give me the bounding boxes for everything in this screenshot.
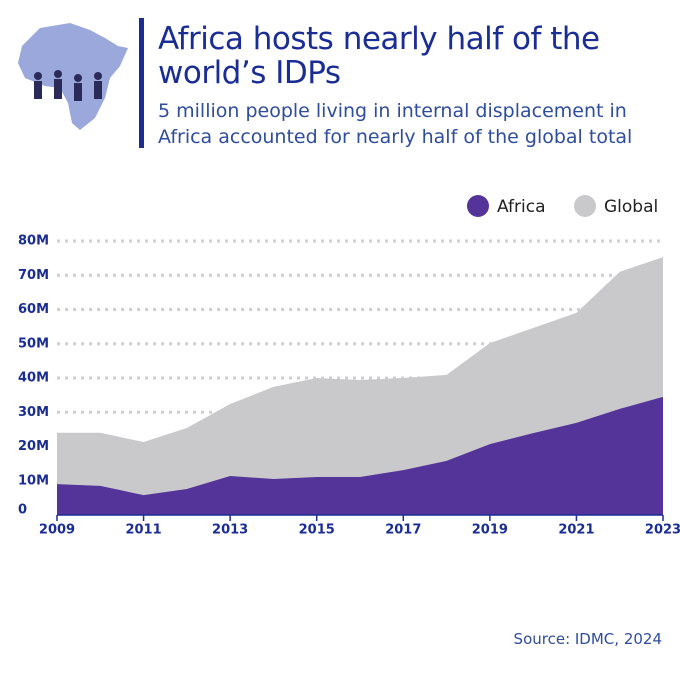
legend-label: Global — [604, 197, 658, 217]
source: Source: IDMC, 2024 — [513, 630, 662, 648]
y-tick-label: 60M — [18, 302, 49, 317]
y-tick-label: 10M — [18, 473, 49, 488]
africa-icon — [18, 23, 128, 130]
chart-title: Africa hosts nearly half of the world’s … — [158, 21, 600, 91]
y-tick-label: 0 — [18, 503, 27, 518]
accent-bar — [139, 18, 144, 148]
x-tick-label: 2015 — [299, 523, 335, 538]
legend-label: Africa — [497, 197, 546, 217]
x-tick-label: 2011 — [125, 523, 161, 538]
africa-shape — [18, 23, 128, 130]
chart: 0 10M 20M 30M 40M 50M 60M 70M 80M 2009 2011 2013 201… — [18, 195, 680, 538]
y-tick-label: 30M — [18, 405, 49, 420]
chart-subtitle: 5 million people living in internal disp… — [158, 100, 633, 148]
x-tick-label: 2023 — [645, 523, 680, 538]
y-tick-label: 80M — [18, 234, 49, 249]
y-tick-label: 40M — [18, 371, 49, 386]
area — [57, 396, 663, 515]
x-tick-label: 2013 — [212, 523, 248, 538]
x-tick-label: 2019 — [472, 523, 508, 538]
x-tick-label: 2021 — [558, 523, 594, 538]
y-tick-label: 50M — [18, 336, 49, 351]
y-tick-label: 70M — [18, 268, 49, 283]
x-tick-label: 2017 — [385, 523, 421, 538]
people-icons — [34, 70, 102, 101]
x-tick-label: 2009 — [39, 523, 75, 538]
legend-swatch — [574, 195, 596, 217]
legend-swatch — [467, 195, 489, 217]
y-tick-label: 20M — [18, 439, 49, 454]
